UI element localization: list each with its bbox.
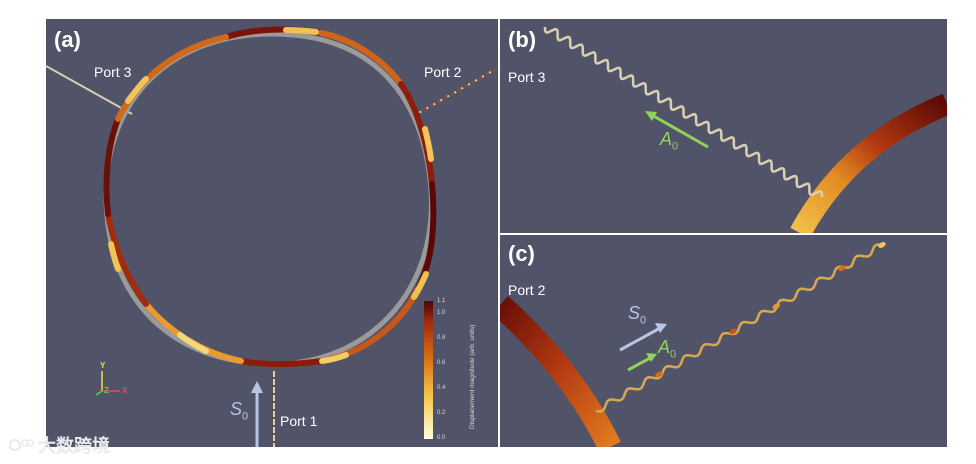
a0-arrow — [649, 112, 709, 149]
panel-b: (b) Port 3 A0 — [500, 19, 947, 233]
hotspot — [729, 328, 737, 335]
hotspot — [838, 265, 846, 272]
ring-section — [500, 296, 621, 447]
a0-mode-label: A0 — [660, 129, 679, 153]
watermark-text: 大数跨境 — [38, 436, 110, 456]
port3-zoom-plot — [543, 27, 947, 233]
ring-section — [790, 93, 947, 233]
axis-x-label: X — [122, 386, 128, 395]
port2-waveguide — [416, 68, 497, 115]
port3-wavy-waveguide — [543, 27, 824, 197]
port2-label: Port 2 — [424, 64, 462, 80]
panel-b-label: (b) — [508, 27, 537, 52]
port2-wavy-waveguide — [595, 243, 883, 413]
s0-mode-label: S0 — [628, 303, 647, 327]
hotspot — [878, 242, 886, 248]
s0-mode-label: S0 — [230, 399, 249, 423]
colorbar-tick: 1.0 — [437, 310, 446, 316]
colorbar — [424, 301, 433, 439]
axes-triad — [95, 371, 120, 396]
colorbar-tick: 0.0 — [437, 435, 446, 441]
hotspot — [772, 303, 780, 310]
port3-label: Port 3 — [94, 64, 132, 80]
panel-a: (a) Port 3 Port 2 Port 1 S0 1.1 1.0 0.8 … — [46, 19, 498, 447]
panel-c: (c) Port 2 S0 A0 — [500, 235, 947, 447]
colorbar-tick: 0.8 — [437, 335, 446, 341]
hotspot — [655, 371, 663, 378]
a0-arrow — [627, 355, 653, 372]
colorbar-tick: 1.1 — [437, 298, 446, 304]
port1-label: Port 1 — [280, 413, 318, 429]
port2-label: Port 2 — [508, 282, 546, 298]
s0-arrow — [619, 325, 663, 352]
panel-a-label: (a) — [54, 27, 81, 52]
watermark-logo-icon — [9, 439, 34, 451]
port3-label: Port 3 — [508, 69, 546, 85]
axis-z-label: Z — [104, 386, 109, 395]
a0-mode-label: A0 — [658, 337, 677, 361]
displacement-hotspots — [655, 242, 886, 378]
panel-c-label: (c) — [508, 241, 535, 266]
watermark: 大数跨境 — [8, 432, 110, 458]
colorbar-title: Displacement magnitude (arb. units) — [469, 324, 476, 429]
ring-resonator-plot — [46, 26, 497, 447]
ring-displacement-field — [103, 26, 437, 367]
port2-zoom-plot — [500, 242, 886, 447]
axis-y-label: Y — [100, 361, 106, 370]
colorbar-tick: 0.4 — [437, 385, 446, 391]
colorbar-tick: 0.2 — [437, 410, 446, 416]
colorbar-tick: 0.6 — [437, 360, 446, 366]
port3-waveguide — [46, 65, 133, 115]
